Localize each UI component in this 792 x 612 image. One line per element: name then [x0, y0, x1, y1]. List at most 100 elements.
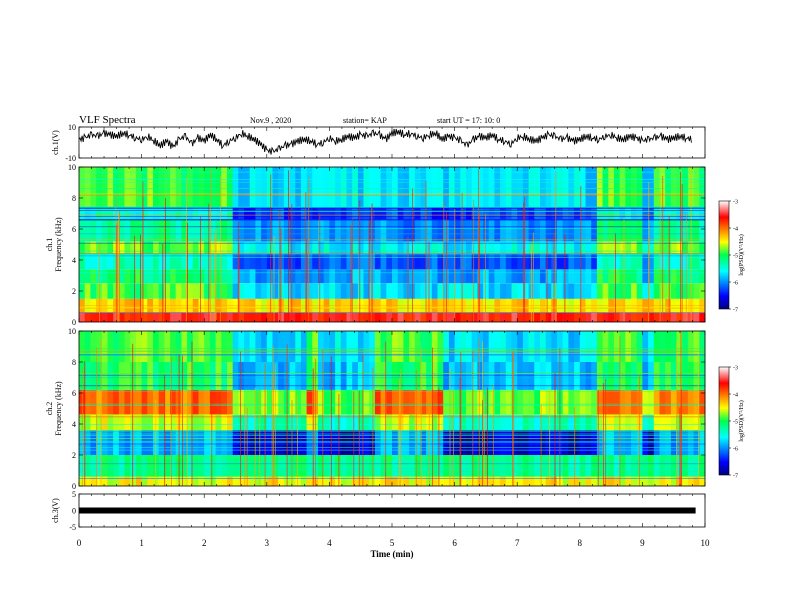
ch1-spec-cell: [124, 269, 131, 284]
ch1-spec-cell: [619, 241, 626, 254]
ch2-spec-cell: [261, 414, 268, 431]
ch2-spec-cell: [505, 455, 512, 477]
ch1-spec-cell: [329, 312, 336, 322]
ch2-spec-cell: [101, 389, 108, 415]
ch1-spec-cell: [124, 207, 131, 220]
ch2-spec-cell: [187, 476, 194, 486]
ch1-spec-cell: [209, 298, 216, 313]
ch1-spec-cell: [420, 241, 427, 254]
ch1-spec-cell: [175, 167, 182, 208]
ch1-spec-cell: [153, 167, 160, 208]
ch1-spec-cell: [414, 241, 421, 254]
ch2-spec-cell: [420, 362, 427, 390]
ch1-spec-cell: [426, 219, 433, 242]
ch1-spec-cell: [84, 312, 91, 322]
ch1-spec-cell: [665, 219, 672, 242]
ch1-spec-cell: [232, 219, 239, 242]
ch1-spec-cell: [124, 312, 131, 322]
ch1-spec-cell: [392, 283, 399, 299]
ch1-spec-cell: [437, 207, 444, 220]
ch1-spec-cell: [227, 298, 234, 313]
ch2-spec-cell: [300, 362, 307, 390]
ch1-spec-cell: [335, 219, 342, 242]
ch1-spec-cell: [340, 167, 347, 208]
ch1-spec-cell: [682, 167, 689, 208]
ch1-spec-cell: [192, 298, 199, 313]
ch2-spec-cell: [454, 362, 461, 390]
ch1-spec-cell: [483, 253, 490, 270]
ch1-spec-cell: [363, 241, 370, 254]
ch2-spec-cell: [676, 331, 683, 362]
ch1-spec-cell: [244, 298, 251, 313]
ch1-spec-cell: [300, 219, 307, 242]
ch1-spec-cell: [335, 253, 342, 270]
ch1-spec-cell: [79, 269, 86, 284]
ch1-spec-cell: [204, 298, 211, 313]
ch2-spec-cell: [164, 476, 171, 486]
ch1-spec-cell: [494, 253, 501, 270]
ch2-spec-cell: [511, 455, 518, 477]
ch1-spec-cell: [329, 207, 336, 220]
ch1-spec-cell: [164, 283, 171, 299]
ch1-spec-cell: [562, 269, 569, 284]
ch1-spec-cell: [209, 312, 216, 322]
ch1-spec-cell: [340, 253, 347, 270]
ch1-spec-cell: [238, 219, 245, 242]
ch1-colorbar-tick-label: -5: [733, 254, 738, 260]
ch2-spec-cell: [84, 362, 91, 390]
ch1-spec-cell: [300, 241, 307, 254]
ch2-spec-cell: [500, 389, 507, 415]
ch1-spec-cell: [483, 269, 490, 284]
ch1-spec-cell: [392, 167, 399, 208]
ch1-spec-cell: [557, 241, 564, 254]
ch2-spec-cell: [409, 414, 416, 431]
ch1-spec-cell: [693, 312, 700, 322]
ch2-spec-cell: [693, 476, 700, 486]
ch2-spec-cell: [335, 414, 342, 431]
ch2-spec-cell: [477, 331, 484, 362]
ch1-spec-cell: [511, 312, 518, 322]
ch1-spec-cell: [306, 269, 313, 284]
ch1-spec-cell: [386, 241, 393, 254]
ch2-colorbar-tick-label: -7: [733, 474, 738, 480]
ch1-spec-cell: [500, 298, 507, 313]
ch1-spec-cell: [522, 219, 529, 242]
ch1-spec-cell: [454, 283, 461, 299]
ch1-spec-cell: [261, 241, 268, 254]
ch1-spec-cell: [522, 253, 529, 270]
ch2-spec-cell: [471, 455, 478, 477]
ch1-spec-cell: [346, 298, 353, 313]
ch2-spec-cell: [124, 476, 131, 486]
ch1-spec-cell: [488, 207, 495, 220]
ch1-spec-cell: [403, 312, 410, 322]
ch2-spec-cell: [591, 362, 598, 390]
ch2-spec-cell: [414, 476, 421, 486]
ch2-spec-cell: [380, 362, 387, 390]
ch2-spec-cell: [329, 362, 336, 390]
ch1-spec-cell: [380, 283, 387, 299]
ch1-spec-cell: [318, 269, 325, 284]
ch1-spec-cell: [329, 298, 336, 313]
ch1-spec-cell: [483, 298, 490, 313]
ch2-spec-cell: [625, 414, 632, 431]
ch2-spec-cell: [670, 414, 677, 431]
ch1-spec-cell: [278, 167, 285, 208]
ch2-spec-cell: [648, 362, 655, 390]
ch1-spec-cell: [192, 207, 199, 220]
ch1-spec-cell: [545, 207, 552, 220]
ch2-spec-cell: [329, 455, 336, 477]
ch2-spec-cell: [631, 476, 638, 486]
ch2-spec-cell: [340, 362, 347, 390]
ch1-spec-cell: [272, 167, 279, 208]
ch1-spec-cell: [84, 167, 91, 208]
ch2-spec-cell: [403, 362, 410, 390]
ch2-spec-cell: [238, 362, 245, 390]
ch1-spec-cell: [96, 219, 103, 242]
ch2-spec-cell: [192, 362, 199, 390]
ch1-spec-cell: [198, 312, 205, 322]
ch2-spec-cell: [437, 331, 444, 362]
ch2-spec-cell: [346, 414, 353, 431]
ch1-spec-cell: [636, 241, 643, 254]
ch1-spec-cell: [562, 253, 569, 270]
ch2-spec-cell: [363, 331, 370, 362]
